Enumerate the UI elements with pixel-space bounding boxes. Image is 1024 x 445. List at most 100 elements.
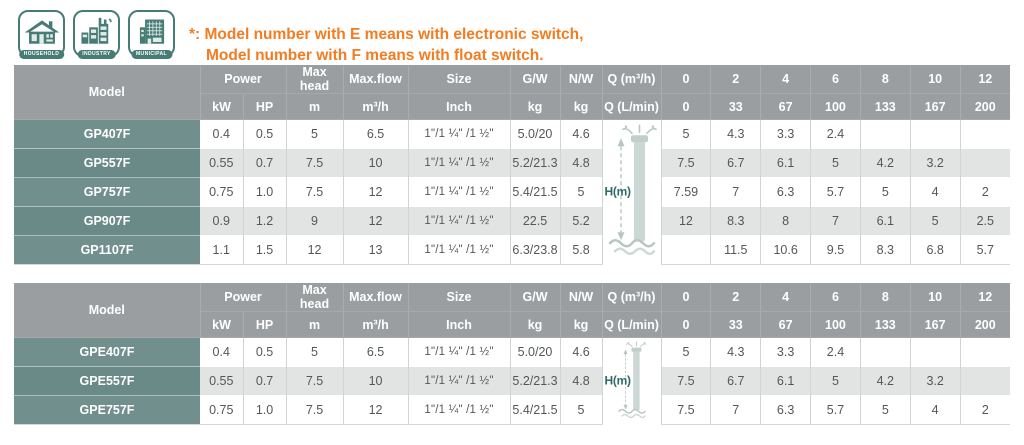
q-flow-value: 8 — [760, 206, 812, 236]
header-row-top: Model Power Max head Max.flow Size G/W N… — [14, 65, 1010, 120]
kw-value: 0.9 — [200, 206, 244, 236]
table-2-header: Model Power Max head Max.flow Size G/W N… — [14, 283, 1010, 338]
household-badge-label: HOUSEHOLD — [18, 50, 65, 59]
q-lmin-tick: 0 — [661, 93, 712, 120]
model-name: GPE557F — [14, 366, 200, 396]
head-height-diagram: H(m) — [604, 340, 660, 423]
household-badge: HOUSEHOLD — [18, 10, 65, 59]
q-flow-value — [661, 235, 712, 265]
col-header-gw: G/W — [510, 283, 561, 312]
max-flow-value: 10 — [343, 148, 409, 178]
spec-row-GP907F: GP907F 0.9 1.2 9 12 1"/1 ¼" /1 ½" 22.5 5.2 12 8.3… — [14, 206, 1010, 236]
q-flow-value: 4.3 — [710, 119, 762, 149]
col-header-nw: N/W — [560, 65, 603, 94]
page-header: HOUSEHOLD INDUSTRY — [0, 0, 1024, 65]
q-flow-value: 5.7 — [810, 395, 861, 425]
gpe-electronic-switch-table: Model Power Max head Max.flow Size G/W N… — [14, 283, 1010, 425]
unit-max-flow: m³/h — [343, 93, 409, 120]
q-flow-value: 6.3 — [760, 395, 812, 425]
size-value: 1"/1 ¼" /1 ½" — [408, 395, 511, 425]
gw-value: 5.2/21.3 — [510, 148, 561, 178]
spec-row-GPE557F: GPE557F 0.55 0.7 7.5 10 1"/1 ¼" /1 ½" 5.2/21.3… — [14, 366, 1010, 396]
q-flow-value — [910, 119, 961, 149]
max-head-value: 7.5 — [286, 366, 344, 396]
q-flow-value: 7 — [710, 177, 762, 207]
max-head-value: 7.5 — [286, 395, 344, 425]
nw-value: 5 — [560, 177, 603, 207]
q-m3h-tick: 12 — [960, 283, 1010, 312]
hp-value: 1.2 — [243, 206, 287, 236]
unit-kw: kW — [200, 311, 244, 338]
q-lmin-tick: 33 — [710, 311, 762, 338]
col-header-q-m3h: Q (m³/h) — [602, 283, 662, 312]
size-value: 1"/1 ¼" /1 ½" — [408, 148, 511, 178]
hp-value: 0.5 — [243, 337, 287, 367]
q-m3h-tick: 2 — [710, 65, 762, 94]
q-flow-value: 7.5 — [661, 366, 712, 396]
size-value: 1"/1 ¼" /1 ½" — [408, 177, 511, 207]
municipal-icon — [139, 19, 165, 44]
q-flow-value: 7.5 — [661, 148, 712, 178]
size-value: 1"/1 ¼" /1 ½" — [408, 366, 511, 396]
model-name: GPE757F — [14, 395, 200, 425]
gw-value: 5.0/20 — [510, 119, 561, 149]
q-flow-value: 4.2 — [860, 148, 911, 178]
q-flow-value: 12 — [661, 206, 712, 236]
industry-badge: INDUSTRY — [73, 10, 120, 59]
unit-gw: kg — [510, 311, 561, 338]
q-flow-value: 5 — [860, 395, 911, 425]
q-flow-value: 4.3 — [710, 337, 762, 367]
header-row-units: kW HP m m³/h Inch kg kg Q (L/min) 0 33 6… — [14, 311, 1010, 338]
q-flow-value: 2 — [960, 395, 1010, 425]
table-1-body: GP407F 0.4 0.5 5 6.5 1"/1 ¼" /1 ½" 5.0/20 4.6 H… — [14, 119, 1010, 265]
size-value: 1"/1 ¼" /1 ½" — [408, 206, 511, 236]
q-flow-value: 11.5 — [710, 235, 762, 265]
q-lmin-tick: 167 — [910, 93, 961, 120]
unit-nw: kg — [560, 93, 603, 120]
model-name: GP407F — [14, 119, 200, 149]
h-diagram-cell: H(m) — [602, 119, 662, 265]
q-flow-value: 3.3 — [760, 337, 812, 367]
header-row-units: kW HP m m³/h Inch kg kg Q (L/min) 0 33 6… — [14, 93, 1010, 120]
spec-row-GP407F: GP407F 0.4 0.5 5 6.5 1"/1 ¼" /1 ½" 5.0/20 4.6 H… — [14, 119, 1010, 265]
industry-icon — [81, 17, 112, 44]
municipal-badge-label: MUNICIPAL — [130, 50, 173, 59]
industry-badge-label: INDUSTRY — [77, 50, 116, 59]
q-m3h-tick: 12 — [960, 65, 1010, 94]
q-flow-value: 2.4 — [810, 119, 861, 149]
q-flow-value: 7.5 — [661, 395, 712, 425]
q-lmin-tick: 0 — [661, 311, 712, 338]
unit-hp: HP — [243, 93, 287, 120]
header-row-top: Model Power Max head Max.flow Size G/W N… — [14, 283, 1010, 338]
q-flow-value: 5 — [661, 337, 712, 367]
col-header-size: Size — [408, 65, 511, 94]
col-header-power: Power — [200, 65, 287, 94]
q-flow-value: 5 — [810, 148, 861, 178]
spec-row-GP557F: GP557F 0.55 0.7 7.5 10 1"/1 ¼" /1 ½" 5.2/21.3 4… — [14, 148, 1010, 178]
max-head-value: 5 — [286, 119, 344, 149]
gw-value: 5.4/21.5 — [510, 177, 561, 207]
max-flow-value: 12 — [343, 395, 409, 425]
model-name: GP557F — [14, 148, 200, 178]
max-flow-value: 12 — [343, 177, 409, 207]
switch-footnote: *: Model number with E means with electr… — [189, 10, 583, 67]
col-header-size: Size — [408, 283, 511, 312]
model-name: GP907F — [14, 206, 200, 236]
household-icon — [24, 20, 60, 44]
q-lmin-tick: 100 — [810, 311, 861, 338]
q-lmin-tick: 133 — [860, 93, 911, 120]
q-flow-value: 2.5 — [960, 206, 1010, 236]
size-value: 1"/1 ¼" /1 ½" — [408, 119, 511, 149]
q-flow-value: 6.8 — [910, 235, 961, 265]
hp-value: 0.7 — [243, 148, 287, 178]
nw-value: 4.8 — [560, 366, 603, 396]
q-flow-value: 5.7 — [960, 235, 1010, 265]
col-header-model: Model — [14, 283, 201, 338]
unit-max-head: m — [286, 93, 344, 120]
nw-value: 4.6 — [560, 337, 603, 367]
q-flow-value: 3.2 — [910, 148, 961, 178]
model-name: GP757F — [14, 177, 200, 207]
q-lmin-tick: 67 — [760, 311, 812, 338]
q-lmin-tick: 100 — [810, 93, 861, 120]
spec-row-GP1107F: GP1107F 1.1 1.5 12 13 1"/1 ¼" /1 ½" 6.3/23.8 5.… — [14, 235, 1010, 265]
